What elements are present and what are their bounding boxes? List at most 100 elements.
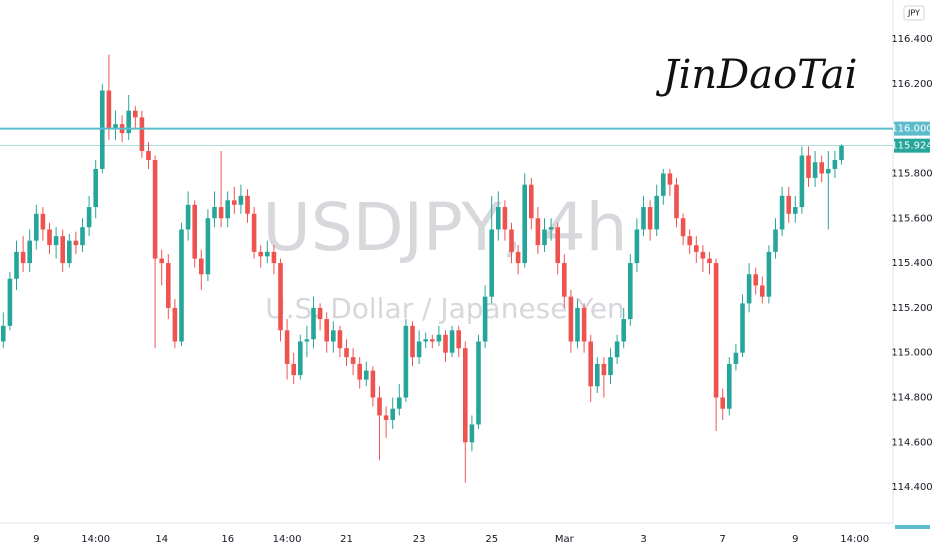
candle-body xyxy=(80,227,85,246)
candle-body xyxy=(271,251,277,264)
candle-body xyxy=(826,168,831,174)
candle-body xyxy=(251,213,257,252)
candle-body xyxy=(423,339,428,342)
candle-body xyxy=(766,251,772,297)
candle-body xyxy=(245,195,250,214)
candle-body xyxy=(793,207,798,214)
y-tick-label: 114.600 xyxy=(891,437,932,448)
candle-body xyxy=(304,339,310,342)
candle-body xyxy=(232,200,237,205)
candle-body xyxy=(298,341,303,376)
candle-body xyxy=(113,124,118,129)
x-tick-label: 3 xyxy=(640,534,646,545)
candle-body xyxy=(581,307,587,342)
candle-body xyxy=(192,204,197,259)
candle-body xyxy=(337,330,343,349)
candle-body xyxy=(634,229,640,264)
candle-body xyxy=(548,227,554,230)
candle-body xyxy=(713,263,719,398)
candle-body xyxy=(311,307,316,340)
candle-body xyxy=(238,195,244,205)
candle-body xyxy=(139,117,145,152)
candle-body xyxy=(364,370,369,380)
candle-body xyxy=(278,263,283,331)
candle-body xyxy=(40,213,46,230)
candle-body xyxy=(179,229,184,342)
candle-body xyxy=(746,274,752,304)
candle-body xyxy=(727,363,732,409)
candle-body xyxy=(284,330,290,364)
x-tick-label: 14:00 xyxy=(81,534,110,545)
candle-body xyxy=(812,162,818,178)
candle-body xyxy=(390,408,395,420)
x-tick-label: Mar xyxy=(555,534,575,545)
candle-body xyxy=(799,155,805,208)
candle-body xyxy=(687,236,692,246)
candle-body xyxy=(786,195,791,214)
candle-body xyxy=(7,278,13,326)
candle-body xyxy=(1,325,6,342)
candle-body xyxy=(595,363,600,387)
candle-body xyxy=(661,173,666,196)
x-tick-label: 21 xyxy=(340,534,353,545)
candle-body xyxy=(146,151,151,160)
candle-body xyxy=(403,325,409,398)
candle-body xyxy=(641,207,646,230)
candle-body xyxy=(707,258,712,264)
level-label-box xyxy=(894,121,930,136)
candle-body xyxy=(773,229,778,252)
candle-body xyxy=(463,348,468,443)
candle-body xyxy=(443,334,448,353)
candle-body xyxy=(205,218,211,275)
candle-body xyxy=(383,415,389,420)
candle-body xyxy=(265,251,270,257)
candle-body xyxy=(819,162,824,174)
candle-body xyxy=(614,341,620,358)
candle-body xyxy=(674,184,679,219)
candle-body xyxy=(14,251,19,279)
y-tick-label: 115.200 xyxy=(891,303,932,314)
x-tick-label: 25 xyxy=(485,534,498,545)
candle-body xyxy=(86,207,92,228)
candle-body xyxy=(291,363,296,376)
x-tick-label: 23 xyxy=(413,534,426,545)
candle-body xyxy=(522,184,527,264)
candle-body xyxy=(496,207,501,230)
x-tick-label: 9 xyxy=(33,534,39,545)
candle-body xyxy=(760,285,765,297)
last-price-label: 115.924 xyxy=(891,141,932,152)
currency: JPY xyxy=(907,9,920,18)
candle-body xyxy=(482,296,488,342)
candle-body xyxy=(53,236,59,246)
candle-body xyxy=(436,334,442,342)
x-tick-label: 14:00 xyxy=(840,534,869,545)
y-tick-label: 115.000 xyxy=(891,348,932,359)
candle-body xyxy=(680,218,686,237)
candle-body xyxy=(449,330,455,353)
candle-body xyxy=(218,207,224,219)
candle-body xyxy=(667,173,673,185)
candle-body xyxy=(832,159,838,169)
candle-body xyxy=(166,263,171,308)
candle-body xyxy=(27,240,32,264)
candle-body xyxy=(806,155,811,178)
candle-body xyxy=(93,168,98,208)
x-tick-label: 9 xyxy=(792,534,798,545)
x-tick-label: 16 xyxy=(221,534,234,545)
x-tick-label: 14:00 xyxy=(273,534,302,545)
candle-body xyxy=(621,319,626,342)
currency-badge xyxy=(903,5,925,21)
y-tick-label: 115.800 xyxy=(891,168,932,179)
candle-body xyxy=(34,213,39,241)
candle-body xyxy=(410,325,415,358)
x-tick-label: 7 xyxy=(720,534,726,545)
candle-body xyxy=(568,296,574,342)
last-price-box xyxy=(894,138,930,153)
watermark-title: USDJPY, 4h xyxy=(263,189,628,266)
candle-body xyxy=(753,274,758,286)
candle-body xyxy=(515,251,521,264)
candle-body xyxy=(779,195,785,230)
y-tick-label: 114.400 xyxy=(891,482,932,493)
y-tick-label: 116.200 xyxy=(891,79,932,90)
candle-body xyxy=(133,110,138,118)
